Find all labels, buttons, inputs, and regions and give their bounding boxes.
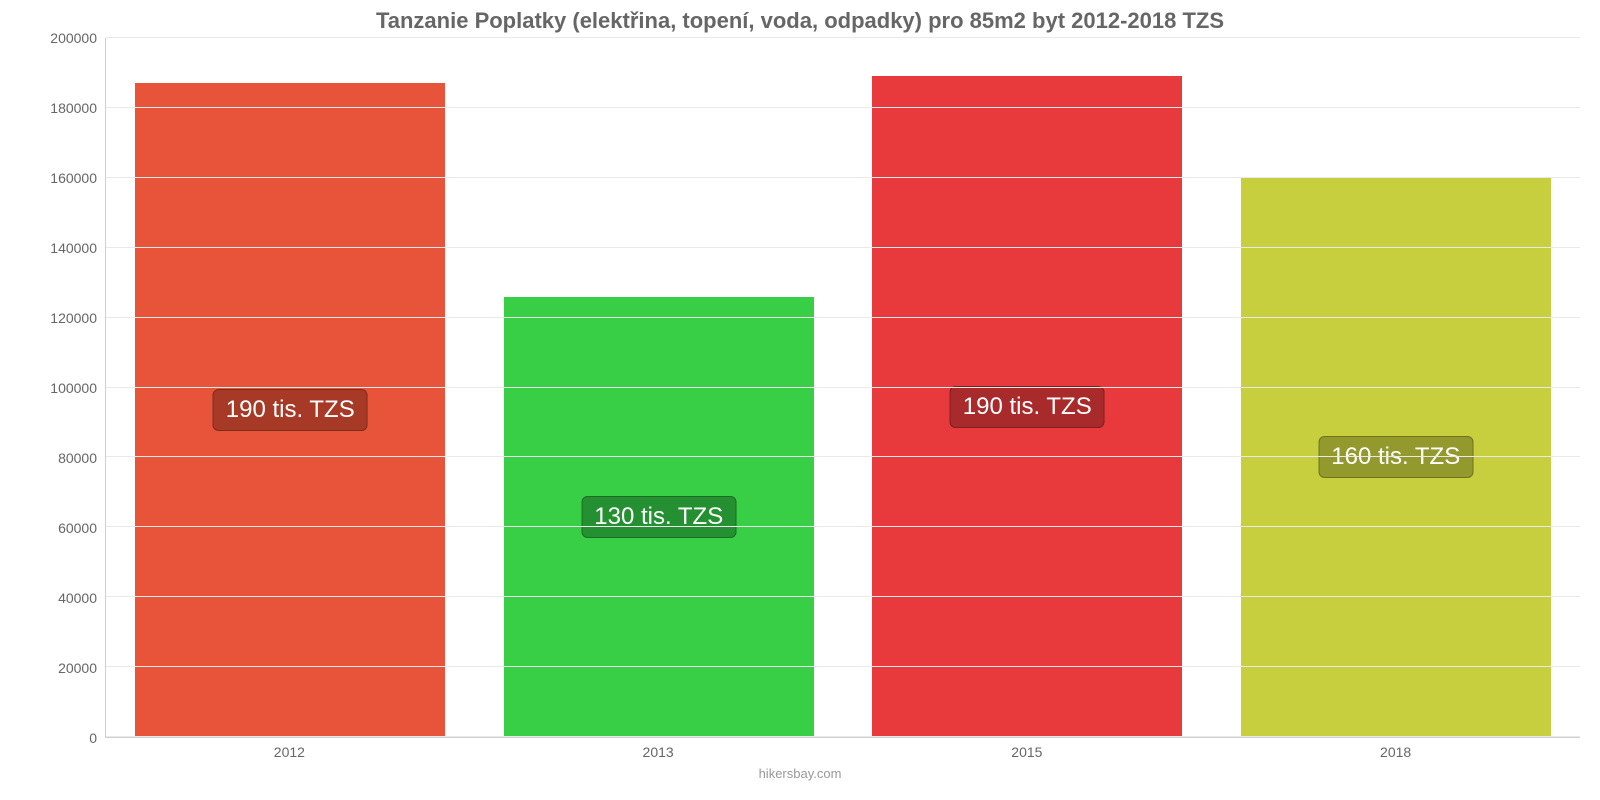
bar: 190 tis. TZS: [135, 83, 445, 737]
bars-group: 190 tis. TZS 130 tis. TZS 190 tis. TZS 160 …: [106, 38, 1580, 737]
grid-line: [106, 317, 1580, 318]
bar: 130 tis. TZS: [504, 297, 814, 737]
plot-area: 190 tis. TZS 130 tis. TZS 190 tis. TZS 160 …: [105, 38, 1580, 738]
y-tick: 200000: [50, 30, 97, 46]
x-tick: 2013: [474, 738, 843, 768]
bar-value-label: 190 tis. TZS: [950, 386, 1105, 428]
grid-line: [106, 596, 1580, 597]
y-tick: 100000: [50, 380, 97, 396]
grid-line: [106, 247, 1580, 248]
bar: 190 tis. TZS: [872, 76, 1182, 737]
x-axis: 2012201320152018: [105, 738, 1580, 768]
plot-row: 0200004000060000800001000001200001400001…: [20, 38, 1580, 738]
y-tick: 60000: [58, 520, 97, 536]
bar: 160 tis. TZS: [1241, 178, 1551, 737]
grid-line: [106, 107, 1580, 108]
credit-text: hikersbay.com: [20, 766, 1580, 781]
grid-line: [106, 387, 1580, 388]
bar-value-label: 160 tis. TZS: [1318, 436, 1473, 478]
y-tick: 160000: [50, 170, 97, 186]
bar-slot: 190 tis. TZS: [843, 38, 1212, 737]
y-tick: 0: [89, 730, 97, 746]
grid-line: [106, 177, 1580, 178]
y-axis: 0200004000060000800001000001200001400001…: [20, 38, 105, 738]
x-tick: 2012: [105, 738, 474, 768]
bar-slot: 190 tis. TZS: [106, 38, 475, 737]
y-tick: 180000: [50, 100, 97, 116]
y-tick: 80000: [58, 450, 97, 466]
y-tick: 40000: [58, 590, 97, 606]
y-tick: 20000: [58, 660, 97, 676]
grid-line: [106, 37, 1580, 38]
x-tick: 2015: [843, 738, 1212, 768]
chart-container: Tanzanie Poplatky (elektřina, topení, vo…: [0, 0, 1600, 800]
bar-slot: 130 tis. TZS: [475, 38, 844, 737]
y-tick: 140000: [50, 240, 97, 256]
bar-value-label: 130 tis. TZS: [581, 496, 736, 538]
chart-title: Tanzanie Poplatky (elektřina, topení, vo…: [20, 0, 1580, 38]
grid-line: [106, 526, 1580, 527]
bar-slot: 160 tis. TZS: [1212, 38, 1581, 737]
x-tick: 2018: [1211, 738, 1580, 768]
grid-line: [106, 666, 1580, 667]
grid-line: [106, 736, 1580, 737]
grid-line: [106, 456, 1580, 457]
y-tick: 120000: [50, 310, 97, 326]
bar-value-label: 190 tis. TZS: [213, 389, 368, 431]
